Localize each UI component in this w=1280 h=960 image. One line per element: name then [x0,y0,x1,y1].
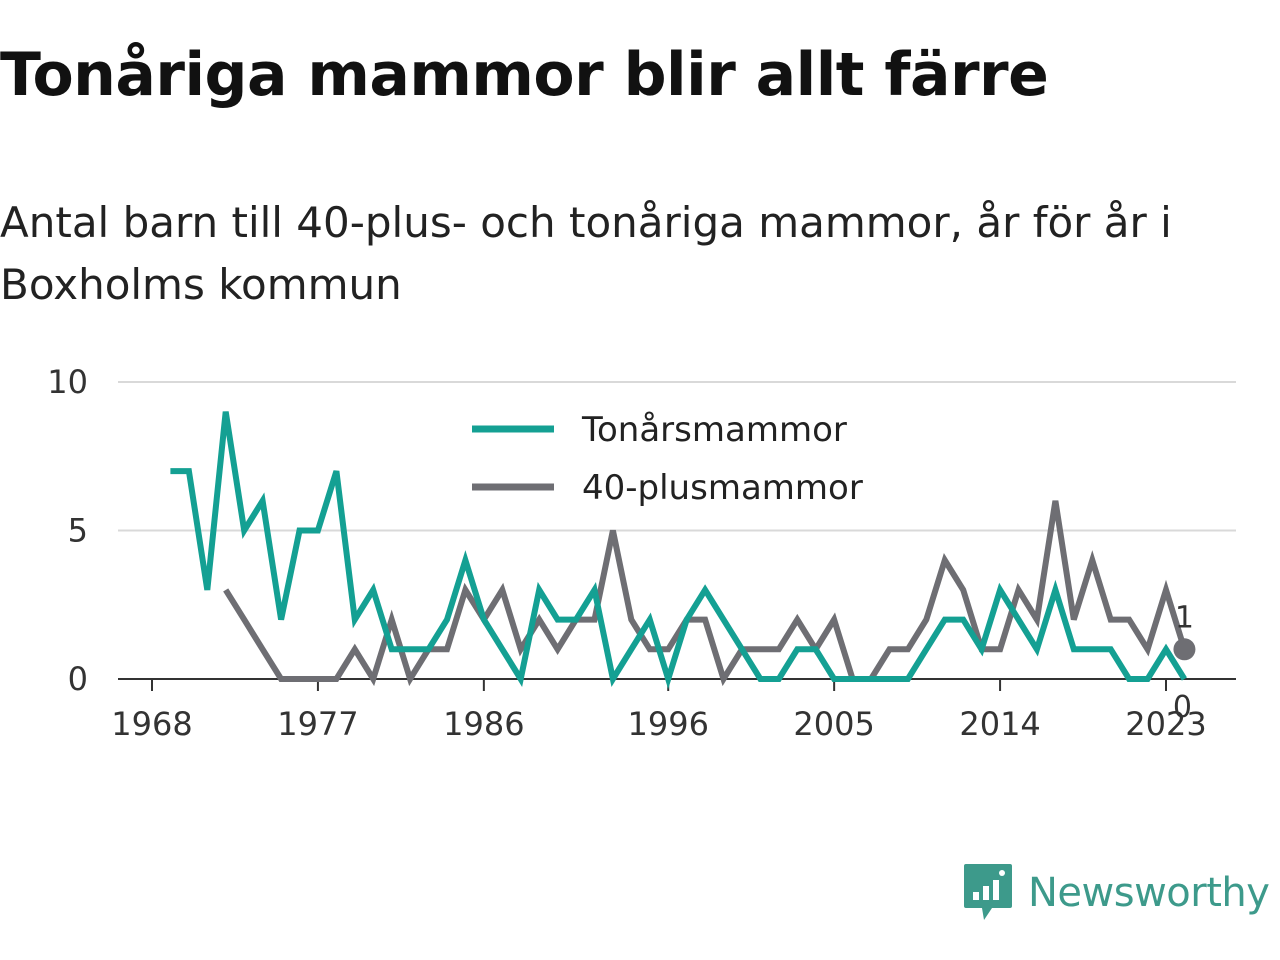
y-tick-label: 10 [47,363,88,401]
x-tick-label: 2014 [959,705,1040,743]
newsworthy-logo: Newsworthy [962,862,1270,924]
series-lines [170,411,1188,690]
end-marker [1173,638,1196,661]
brand-name: Newsworthy [1028,870,1270,916]
chart-subtitle: Antal barn till 40-plus- och tonåriga ma… [0,198,1172,309]
y-tick-label: 0 [68,660,88,698]
series-line-Tonårsmammor [170,411,1187,690]
x-tick-label: 2005 [793,705,874,743]
y-tick-label: 5 [68,512,88,550]
grid-lines [118,381,1236,532]
chart-title: Tonåriga mammor blir allt färre [0,40,1049,110]
x-tick-label: 1996 [627,705,708,743]
x-tick-label: 2023 [1125,705,1206,743]
end-value-label: 0 [1173,690,1192,725]
legend: Tonårsmammor 40-plusmammor [472,410,863,508]
end-labels: 01 [1173,600,1196,725]
x-tick-label: 1968 [111,705,192,743]
x-tick-label: 1977 [277,705,358,743]
end-value-label: 1 [1175,600,1194,635]
bar-chart-bubble-icon [964,864,1012,920]
legend-label: 40-plusmammor [582,468,863,508]
x-tick-label: 1986 [443,705,524,743]
legend-label: Tonårsmammor [581,410,847,450]
